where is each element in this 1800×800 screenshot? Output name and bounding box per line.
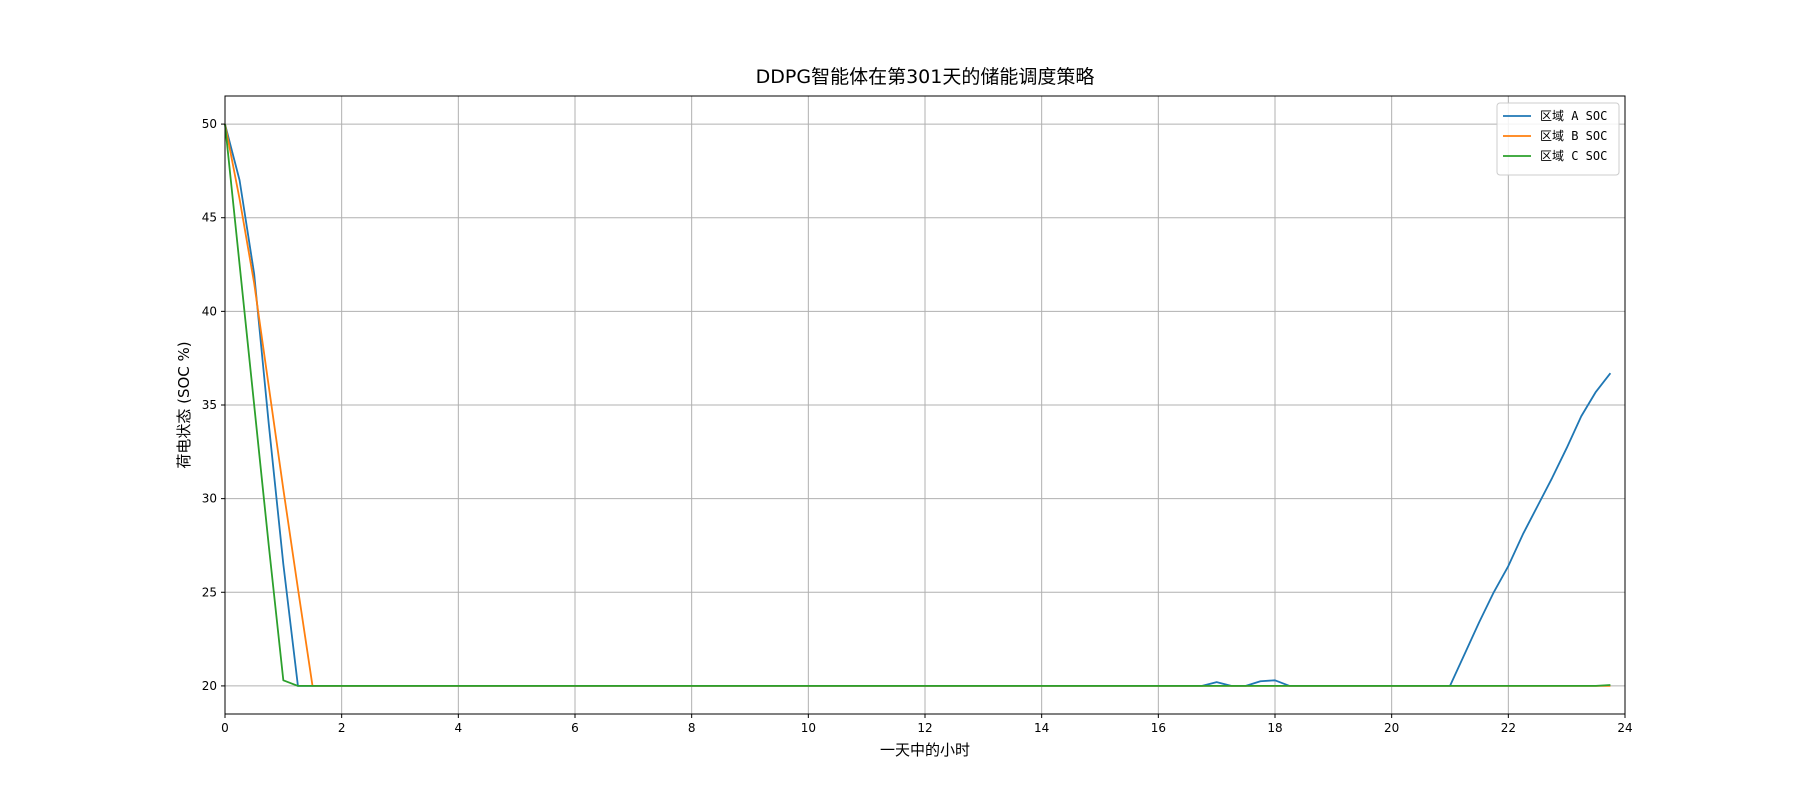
legend: 区域 A SOC 区域 B SOC 区域 C SOC — [1496, 102, 1620, 176]
legend-label: 区域 A SOC — [1540, 109, 1607, 123]
x-tick-label: 16 — [1151, 721, 1166, 735]
legend-label: 区域 B SOC — [1540, 129, 1607, 143]
legend-box — [1496, 102, 1620, 176]
x-axis-label: 一天中的小时 — [880, 741, 970, 759]
x-tick-label: 14 — [1034, 721, 1049, 735]
x-tick-label: 20 — [1384, 721, 1399, 735]
chart-title: DDPG智能体在第301天的储能调度策略 — [756, 66, 1095, 88]
y-axis-label: 荷电状态 (SOC %) — [175, 341, 193, 468]
y-tick-label: 30 — [202, 492, 217, 506]
x-ticks: 0 2 4 6 8 10 12 14 16 18 20 22 24 — [221, 714, 1633, 735]
y-tick-label: 40 — [202, 304, 217, 318]
series-line-1 — [224, 123, 1611, 687]
y-tick-label: 50 — [202, 117, 217, 131]
x-tick-label: 6 — [571, 721, 579, 735]
grid — [224, 96, 1626, 714]
legend-label: 区域 C SOC — [1540, 149, 1607, 163]
y-ticks: 20 25 30 35 40 45 50 — [202, 117, 225, 693]
series-line-2 — [224, 123, 1611, 687]
x-tick-label: 24 — [1617, 721, 1632, 735]
x-tick-label: 18 — [1267, 721, 1282, 735]
x-tick-label: 8 — [688, 721, 696, 735]
x-tick-label: 0 — [221, 721, 229, 735]
y-tick-label: 20 — [202, 679, 217, 693]
x-tick-label: 12 — [917, 721, 932, 735]
x-tick-label: 22 — [1501, 721, 1516, 735]
x-tick-label: 10 — [801, 721, 816, 735]
x-tick-label: 4 — [455, 721, 463, 735]
series-line-0 — [224, 123, 1612, 687]
series-lines — [224, 123, 1612, 687]
y-tick-label: 45 — [202, 211, 217, 225]
y-tick-label: 35 — [202, 398, 217, 412]
x-tick-label: 2 — [338, 721, 346, 735]
y-tick-label: 25 — [202, 585, 217, 599]
